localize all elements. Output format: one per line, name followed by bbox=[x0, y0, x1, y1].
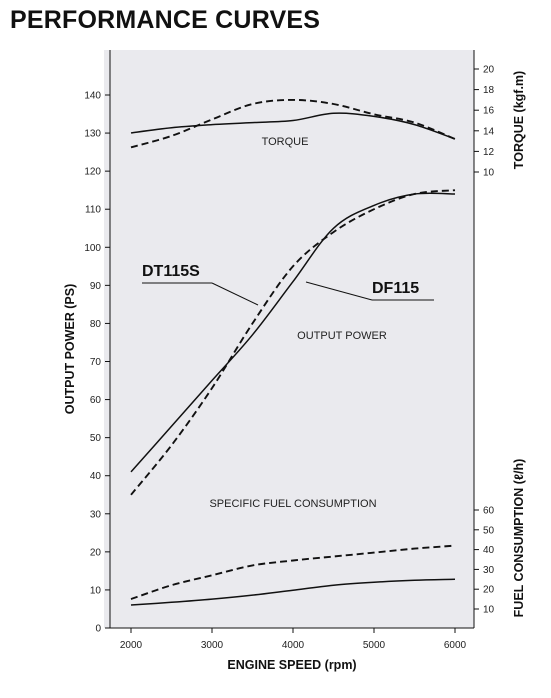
fuel-tick-label-20: 20 bbox=[483, 585, 495, 596]
right-top-axis-label: TORQUE (kgf.m) bbox=[512, 71, 526, 169]
fuel-tick-label-40: 40 bbox=[483, 545, 495, 556]
left-axis-label: OUTPUT POWER (PS) bbox=[63, 284, 77, 415]
fuel-tick-label-50: 50 bbox=[483, 525, 495, 536]
curves-layer bbox=[130, 98, 456, 606]
torque-tick-label-14: 14 bbox=[483, 126, 495, 137]
x-tick-label-3000: 3000 bbox=[201, 640, 224, 651]
ticks-layer: 2000 3000 4000 5000 6000 0 10 20 30 40 50 60 70 80 90 1… bbox=[84, 65, 494, 652]
left-tick-label-30: 30 bbox=[90, 509, 102, 520]
series-leader-df115-pointer bbox=[305, 281, 373, 301]
left-tick-label-70: 70 bbox=[90, 357, 102, 368]
fuel-tick-label-30: 30 bbox=[483, 565, 495, 576]
torque-tick-label-18: 18 bbox=[483, 85, 495, 96]
left-tick-label-0: 0 bbox=[95, 624, 101, 635]
fuel-tick-label-10: 10 bbox=[483, 605, 495, 616]
series-leader-dt115s-pointer bbox=[211, 282, 259, 306]
torque-tick-label-20: 20 bbox=[483, 65, 495, 76]
left-tick-label-140: 140 bbox=[84, 91, 101, 102]
torque-tick-label-12: 12 bbox=[483, 147, 495, 158]
x-tick-label-5000: 5000 bbox=[363, 640, 386, 651]
torque-tick-label-16: 16 bbox=[483, 106, 495, 117]
df115-fuel-consumption-line bbox=[130, 578, 456, 606]
left-tick-label-120: 120 bbox=[84, 167, 101, 178]
torque-annotation: TORQUE bbox=[262, 136, 309, 148]
plot-background bbox=[104, 50, 474, 628]
fuel-consumption-annotation: SPECIFIC FUEL CONSUMPTION bbox=[209, 498, 376, 510]
right-bottom-axis-label: FUEL CONSUMPTION (ℓ/h) bbox=[512, 459, 526, 618]
df115-torque-line bbox=[130, 112, 456, 140]
left-tick-label-40: 40 bbox=[90, 471, 102, 482]
left-tick-label-100: 100 bbox=[84, 243, 101, 254]
dt115s-torque-line bbox=[130, 98, 456, 149]
left-tick-label-50: 50 bbox=[90, 433, 102, 444]
left-tick-label-110: 110 bbox=[85, 205, 101, 216]
left-tick-label-80: 80 bbox=[90, 319, 102, 330]
series-label-df115: DF115 bbox=[372, 280, 419, 297]
torque-tick-label-10: 10 bbox=[483, 168, 495, 179]
left-tick-label-20: 20 bbox=[90, 547, 102, 558]
series-label-dt115s: DT115S bbox=[142, 263, 200, 280]
output-power-annotation: OUTPUT POWER bbox=[297, 330, 387, 342]
dt115s-output-power-line bbox=[130, 189, 456, 496]
page-title: PERFORMANCE CURVES bbox=[10, 6, 321, 34]
x-axis-label: ENGINE SPEED (rpm) bbox=[227, 658, 356, 672]
left-tick-label-10: 10 bbox=[90, 585, 102, 596]
x-tick-label-4000: 4000 bbox=[282, 640, 305, 651]
left-tick-label-60: 60 bbox=[90, 395, 102, 406]
dt115s-fuel-consumption-line bbox=[130, 544, 456, 600]
df115-output-power-line bbox=[130, 192, 456, 473]
x-tick-label-6000: 6000 bbox=[444, 640, 467, 651]
left-tick-label-90: 90 bbox=[90, 281, 102, 292]
left-tick-label-130: 130 bbox=[84, 129, 101, 140]
x-tick-label-2000: 2000 bbox=[120, 640, 143, 651]
fuel-tick-label-60: 60 bbox=[483, 506, 495, 517]
